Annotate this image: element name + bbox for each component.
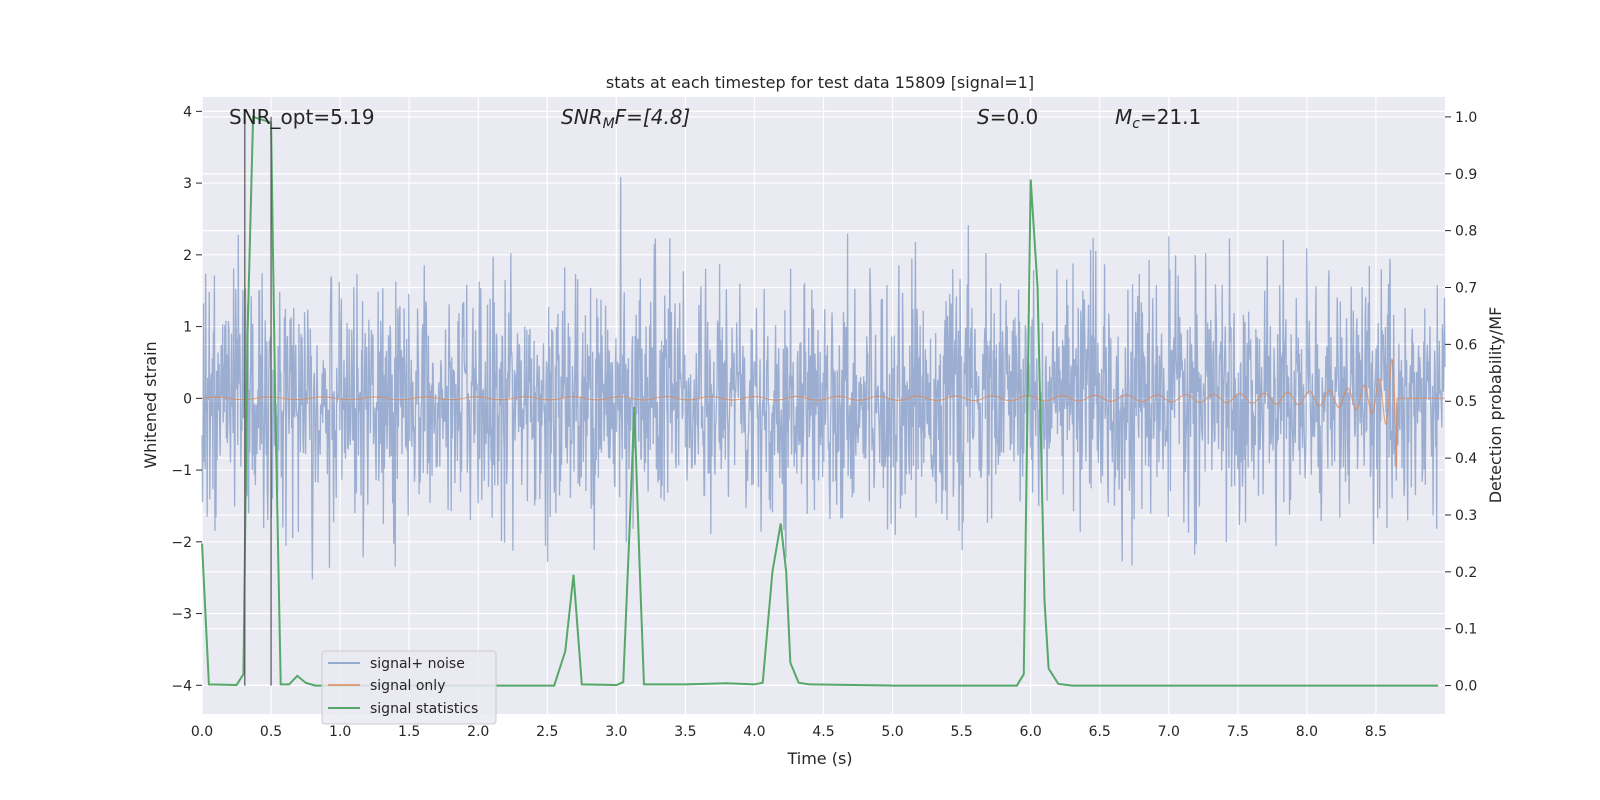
x-tick-label: 5.0 bbox=[881, 724, 903, 740]
y-right-tick-label: 0.6 bbox=[1455, 337, 1477, 353]
annotation-snr-mf-rest: F=[4.8] bbox=[615, 105, 691, 129]
x-tick-label: 6.5 bbox=[1089, 724, 1111, 740]
x-tick-label: 2.5 bbox=[536, 724, 558, 740]
annotation-snr-mf-main: SNR bbox=[561, 105, 603, 129]
signal-only-series bbox=[201, 357, 1445, 467]
y-right-tick-label: 0.3 bbox=[1455, 508, 1477, 524]
annotation-mc-rest: =21.1 bbox=[1140, 105, 1201, 129]
y-axis-left-label: Whitened strain bbox=[141, 341, 160, 468]
y-left-tick-label: 3 bbox=[183, 176, 192, 192]
y-left-tick-label: −1 bbox=[171, 463, 192, 479]
annotation-snr-mf-sub: M bbox=[603, 116, 615, 132]
x-tick-label: 7.5 bbox=[1227, 724, 1249, 740]
x-tick-label: 1.5 bbox=[398, 724, 420, 740]
signal-noise-line bbox=[201, 177, 1446, 580]
x-tick-label: 2.0 bbox=[467, 724, 489, 740]
x-tick-label: 1.0 bbox=[329, 724, 351, 740]
y-left-tick-label: −3 bbox=[171, 607, 192, 623]
y-left-tick-label: −2 bbox=[171, 535, 192, 551]
x-axis-label: Time (s) bbox=[786, 749, 852, 768]
x-tick-label: 4.5 bbox=[812, 724, 834, 740]
x-tick-label: 8.5 bbox=[1365, 724, 1387, 740]
y-axis-right-label: Detection probability/MF bbox=[1486, 307, 1505, 504]
x-tick-label: 0.0 bbox=[191, 724, 213, 740]
axis-ticks: 0.0 0.5 1.0 1.5 2.0 2.5 3.0 3.5 4.0 4.5 5.0 5.5 6.0 6… bbox=[171, 104, 1477, 740]
signal-statistics-series bbox=[201, 115, 1439, 687]
annotation-s: S=0.0 bbox=[977, 105, 1038, 129]
annotation-snr-opt: SNR_opt=5.19 bbox=[229, 105, 375, 129]
annotation-mc-sub: c bbox=[1132, 116, 1140, 132]
y-right-tick-label: 0.7 bbox=[1455, 281, 1477, 297]
x-tick-label: 4.0 bbox=[743, 724, 765, 740]
annotation-s-main: S bbox=[977, 105, 990, 129]
y-right-tick-label: 0.9 bbox=[1455, 167, 1477, 183]
y-left-tick-label: 0 bbox=[183, 391, 192, 407]
annotation-mc: Mc=21.1 bbox=[1115, 105, 1201, 132]
y-right-tick-label: 0.5 bbox=[1455, 394, 1477, 410]
annotation-s-rest: =0.0 bbox=[990, 105, 1039, 129]
signal-statistics-line bbox=[201, 115, 1439, 687]
signal-noise-series bbox=[201, 177, 1446, 580]
y-left-tick-label: 2 bbox=[183, 248, 192, 264]
chart-title: stats at each timestep for test data 158… bbox=[606, 73, 1034, 92]
x-tick-label: 8.0 bbox=[1296, 724, 1318, 740]
y-left-tick-label: 4 bbox=[183, 104, 192, 120]
annotation-snr-mf: SNRMF=[4.8] bbox=[561, 105, 690, 132]
y-right-tick-label: 0.8 bbox=[1455, 224, 1477, 240]
legend-label-signal-noise: signal+ noise bbox=[370, 656, 465, 672]
x-tick-label: 3.0 bbox=[605, 724, 627, 740]
legend-box bbox=[321, 650, 497, 725]
y-right-tick-label: 0.2 bbox=[1455, 565, 1477, 581]
x-tick-label: 7.0 bbox=[1158, 724, 1180, 740]
y-left-tick-label: −4 bbox=[171, 678, 192, 694]
signal-only-line bbox=[201, 357, 1445, 467]
legend-label-signal-statistics: signal statistics bbox=[370, 701, 478, 717]
annotation-mc-main: M bbox=[1115, 105, 1132, 129]
x-tick-label: 6.0 bbox=[1020, 724, 1042, 740]
vertical-markers bbox=[244, 116, 272, 686]
y-left-tick-label: 1 bbox=[183, 320, 192, 336]
x-tick-label: 3.5 bbox=[674, 724, 696, 740]
y-right-tick-label: 0.1 bbox=[1455, 622, 1477, 638]
legend-label-signal-only: signal only bbox=[370, 678, 445, 694]
x-tick-label: 0.5 bbox=[260, 724, 282, 740]
x-tick-label: 5.5 bbox=[950, 724, 972, 740]
legend: signal+ noise signal only signal statist… bbox=[321, 650, 497, 725]
y-right-tick-label: 1.0 bbox=[1455, 110, 1477, 126]
y-right-tick-label: 0.4 bbox=[1455, 451, 1477, 467]
y-right-tick-label: 0.0 bbox=[1455, 679, 1477, 695]
